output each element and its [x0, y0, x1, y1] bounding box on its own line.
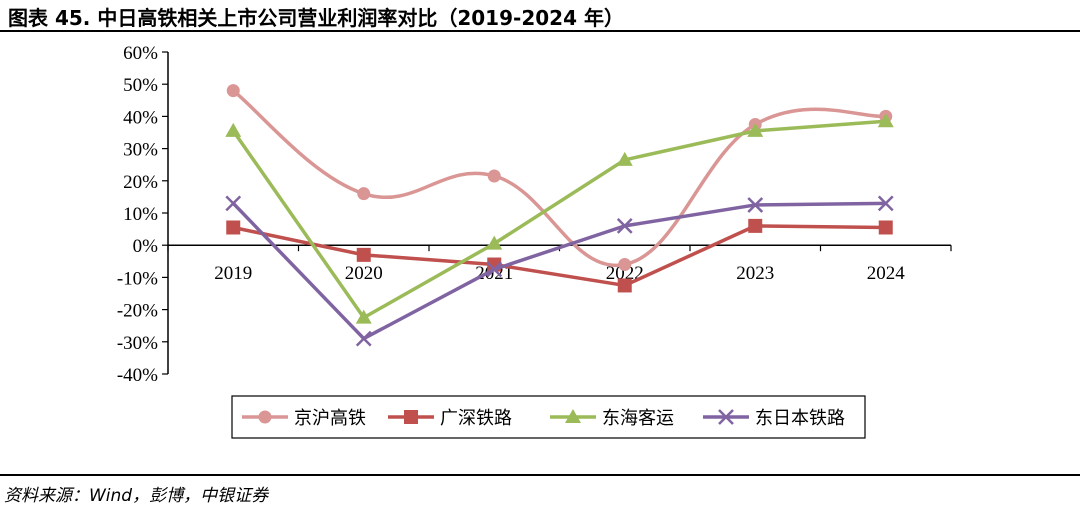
data-point [486, 235, 503, 250]
series-line [231, 224, 888, 288]
legend-marker [565, 409, 581, 423]
data-point [355, 330, 372, 347]
y-tick-label: 20% [123, 172, 158, 193]
legend-marker [404, 410, 418, 424]
data-point [225, 195, 242, 212]
legend-label: 京沪高铁 [294, 408, 366, 429]
data-point [618, 258, 632, 272]
y-tick-label: 0% [133, 236, 159, 257]
line-chart: 60% 50% 40% 30% 20% 10% 0% -10% -20% -30% -40% 2019… [117, 43, 952, 439]
legend-label: 东海客运 [602, 408, 674, 429]
data-point [747, 197, 764, 213]
series-4 [225, 195, 894, 347]
bottom-rule [0, 474, 1080, 476]
data-point [878, 220, 893, 235]
data-point [617, 278, 632, 293]
data-point [486, 261, 503, 278]
y-tick-label: -30% [117, 333, 158, 354]
data-point [616, 151, 633, 166]
legend-box [231, 395, 866, 439]
chart-series [225, 84, 894, 347]
legend-marker [258, 410, 272, 424]
data-point [748, 218, 763, 233]
data-point [226, 220, 241, 235]
x-tick-label: 2022 [606, 263, 644, 284]
series-line [231, 119, 888, 320]
x-tick-label: 2021 [475, 263, 513, 284]
data-point [877, 195, 894, 212]
legend-marker [718, 409, 734, 425]
x-tick-label: 2020 [345, 263, 383, 284]
data-point [225, 122, 242, 137]
legend-item: 东日本铁路 [703, 408, 845, 429]
data-point [356, 247, 371, 262]
data-point [747, 122, 764, 137]
series-1 [226, 84, 893, 272]
y-tick-label: 40% [123, 107, 158, 128]
chart-title: 图表 45. 中日高铁相关上市公司营业利润率对比（2019-2024 年） [8, 6, 624, 30]
y-tick-label: 50% [123, 75, 158, 96]
data-point [355, 309, 372, 324]
y-tick-label: 30% [123, 140, 158, 161]
y-tick-label: 60% [123, 43, 158, 64]
source-note: 资料来源：Wind，彭博，中银证券 [4, 486, 269, 506]
chart-axes: 60% 50% 40% 30% 20% 10% 0% -10% -20% -30% -40% 2019… [117, 43, 952, 386]
legend-label: 东日本铁路 [755, 408, 845, 429]
y-tick-label: -10% [117, 268, 158, 289]
legend-item: 广深铁路 [388, 408, 512, 429]
data-point [877, 113, 894, 128]
series-line [231, 88, 888, 268]
data-point [487, 169, 501, 183]
data-point [357, 187, 371, 201]
legend-item: 京沪高铁 [242, 408, 366, 429]
series-3 [225, 113, 894, 324]
y-tick-label: -40% [117, 365, 158, 386]
chart-legend: 京沪高铁 广深铁路 东海客运 东日本铁路 [231, 395, 866, 439]
series-line [231, 201, 888, 341]
x-tick-label: 2019 [214, 263, 252, 284]
x-tick-label: 2023 [736, 263, 774, 284]
y-tick-label: 10% [123, 204, 158, 225]
data-point [616, 217, 633, 234]
y-tick-label: -20% [117, 301, 158, 322]
top-rule [0, 30, 1080, 32]
data-point [226, 84, 240, 98]
x-tick-label: 2024 [867, 263, 906, 284]
legend-item: 东海客运 [550, 408, 674, 429]
legend-label: 广深铁路 [440, 408, 512, 429]
